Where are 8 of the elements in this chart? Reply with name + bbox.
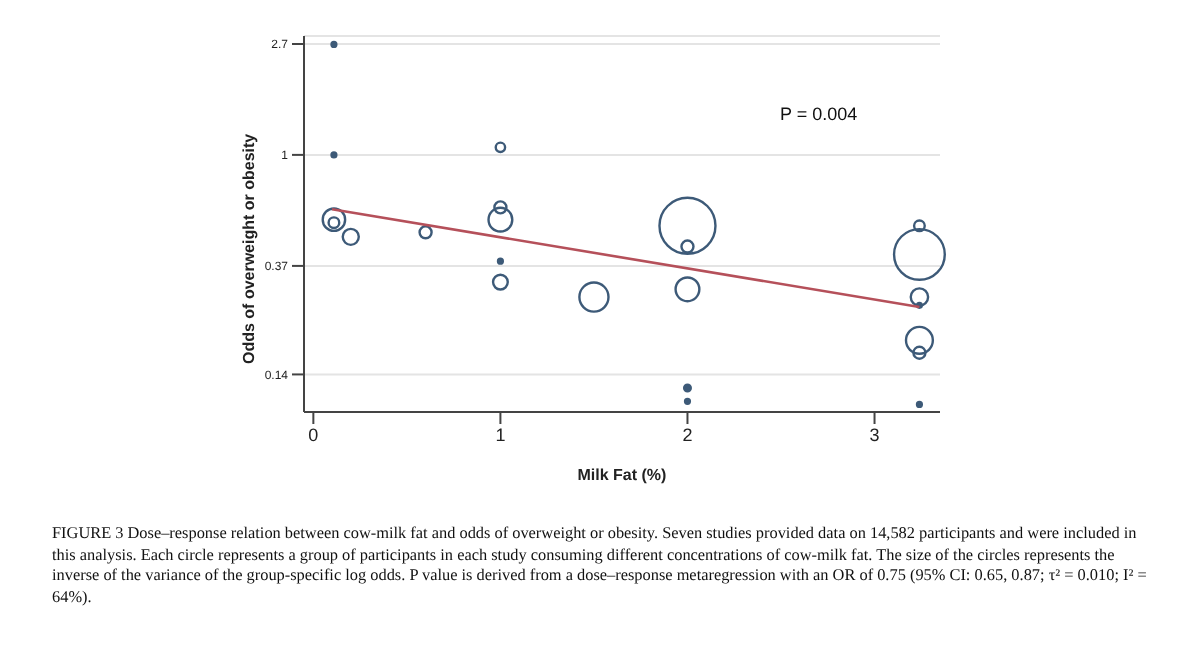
x-tick-label: 0 [308, 424, 319, 445]
x-axis-title: Milk Fat (%) [577, 466, 668, 484]
x-tick-label: 3 [869, 424, 880, 445]
annotation: P = 0.004 [780, 104, 858, 124]
y-axis-title: Odds of overweight or obesity [239, 132, 258, 364]
caption: FIGURE 3 Dose–response relation between cow-milk fat and odds of overweight or obesity. Seven studies provided data on 14,582 participants and were included in this analysis. Each circle represents a group of participants in each study consuming different concentrations of cow-milk fat. The size of the circles represents the inverse of the variance of the group-specific log odds. P value is derived from a dose–response metaregression with an OR of 0.75 (95% CI: 0.65, 0.87; τ² = 0.010; I² = 64%). [52, 524, 1149, 608]
x-tick-label: 2 [682, 424, 693, 445]
x-tick-label: 1 [495, 424, 506, 445]
